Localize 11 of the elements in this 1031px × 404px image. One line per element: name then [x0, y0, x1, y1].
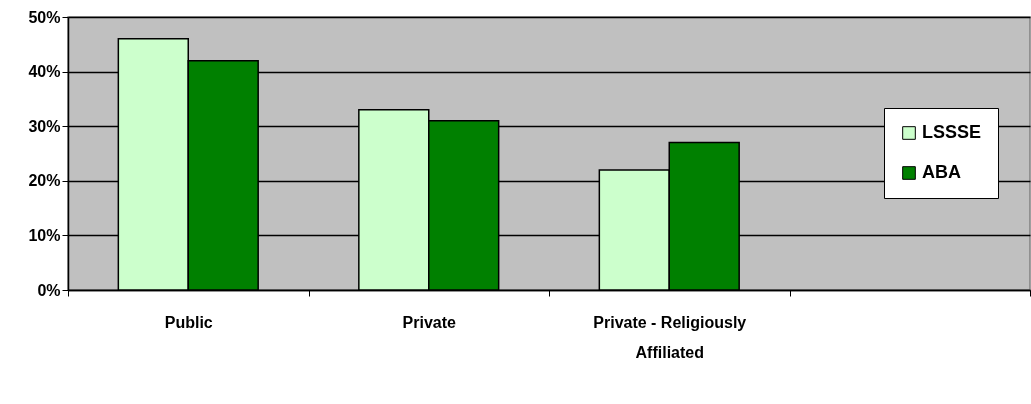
y-tick-label: 10% — [28, 226, 61, 244]
legend-label: LSSSE — [922, 122, 982, 142]
legend-label: ABA — [922, 162, 961, 182]
x-tick-label: Public — [164, 313, 213, 331]
x-tick-label: Private - Religiously Affiliated — [593, 313, 747, 361]
x-tick-label: Private — [402, 313, 457, 331]
y-tick-label: 20% — [28, 172, 61, 190]
y-tick-label: 40% — [28, 63, 61, 81]
y-tick-label: 50% — [28, 8, 61, 26]
y-tick-label: 0% — [37, 281, 61, 299]
y-tick-label: 30% — [28, 117, 61, 135]
